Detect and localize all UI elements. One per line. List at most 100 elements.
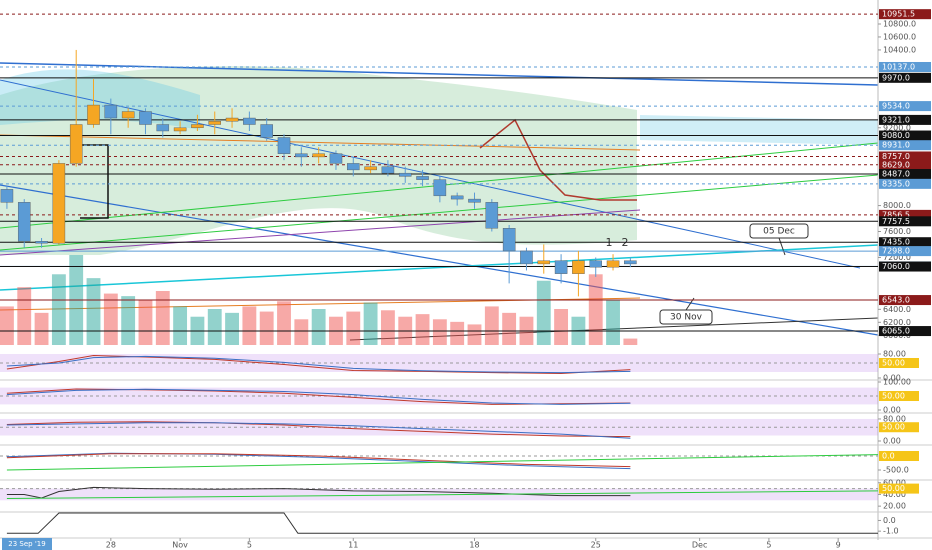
y-tick-label: 6200.0 bbox=[883, 318, 911, 327]
trendline bbox=[0, 174, 879, 251]
price-level-box bbox=[879, 101, 931, 112]
volume-bar bbox=[606, 300, 620, 345]
price-level-box bbox=[879, 61, 931, 72]
volume-bar bbox=[155, 291, 170, 345]
callout-pointer bbox=[778, 237, 786, 256]
price-level-box bbox=[879, 72, 931, 83]
volume-bar bbox=[467, 324, 482, 345]
candle-body bbox=[468, 198, 481, 203]
volume-bar bbox=[432, 319, 447, 345]
candle-body bbox=[225, 117, 239, 122]
volume-bar bbox=[484, 306, 499, 345]
candle-body bbox=[364, 166, 377, 171]
y-tick-label: 6400.0 bbox=[883, 305, 911, 314]
volume-bar bbox=[311, 309, 326, 345]
pane-level-label: 50.00 bbox=[882, 484, 905, 493]
y-tick-label: 9200.0 bbox=[883, 123, 911, 132]
price-level-label: 8335.0 bbox=[882, 179, 910, 188]
y-tick-label: -500.0 bbox=[883, 466, 909, 475]
y-tick-label: 0.00 bbox=[883, 406, 901, 415]
volume-bar bbox=[536, 280, 551, 345]
candle-body bbox=[139, 111, 152, 125]
y-tick-label: 0.00 bbox=[883, 373, 901, 382]
price-level-label: 8629.0 bbox=[882, 160, 910, 169]
y-tick-label: -1.0 bbox=[883, 527, 899, 536]
candle-body bbox=[121, 111, 135, 119]
candle-body bbox=[329, 153, 343, 164]
candle-body bbox=[17, 202, 31, 242]
candle-body bbox=[35, 241, 48, 244]
candle-body bbox=[87, 104, 100, 125]
price-level-label: 9321.0 bbox=[882, 115, 910, 124]
candle-body bbox=[485, 202, 499, 229]
volume-bar bbox=[138, 300, 153, 345]
pane-level-box bbox=[879, 357, 919, 368]
indicator-line bbox=[6, 512, 878, 534]
y-tick-label: 7200.0 bbox=[883, 253, 911, 262]
x-tick-label: 5 bbox=[247, 541, 252, 550]
volume-bar bbox=[86, 278, 101, 345]
y-tick-label: 0.00 bbox=[883, 437, 901, 446]
price-level-label: 6543.0 bbox=[882, 296, 910, 305]
volume-bar bbox=[588, 274, 603, 345]
candle-body bbox=[450, 195, 464, 200]
candle-body bbox=[347, 163, 360, 171]
volume-bar bbox=[259, 311, 274, 345]
candle-body bbox=[624, 260, 637, 265]
price-level-box bbox=[879, 295, 931, 306]
volume-bar bbox=[554, 309, 569, 345]
volume-bar bbox=[121, 296, 136, 345]
volume-bar bbox=[415, 314, 430, 345]
x-tick-label: 28 bbox=[106, 541, 116, 550]
candle-body bbox=[277, 137, 291, 154]
pane-level-label: 50.00 bbox=[882, 423, 905, 432]
pane-level-box bbox=[879, 422, 919, 433]
x-tick-label: Nov bbox=[172, 541, 188, 550]
price-level-box bbox=[879, 261, 931, 272]
volume-bar bbox=[277, 301, 291, 345]
trendline bbox=[0, 184, 879, 336]
indicator-line bbox=[6, 454, 879, 471]
indicator-line bbox=[6, 490, 879, 499]
price-level-label: 7435.0 bbox=[882, 238, 910, 247]
pane-level-label: 0.0 bbox=[882, 451, 895, 460]
x-tick-label: Dec bbox=[692, 541, 707, 550]
price-level-label: 8931.0 bbox=[882, 141, 910, 150]
price-level-label: 9970.0 bbox=[882, 73, 910, 82]
price-level-label: 6065.0 bbox=[882, 327, 910, 336]
price-level-box bbox=[879, 168, 931, 179]
x-tick-label: 11 bbox=[348, 541, 358, 550]
volume-bar bbox=[346, 311, 361, 345]
volume-bar bbox=[380, 310, 395, 345]
y-tick-label: 20.00 bbox=[883, 502, 906, 511]
y-tick-label: 80.00 bbox=[883, 349, 906, 358]
y-tick-label: 8000.0 bbox=[883, 201, 911, 210]
indicator-line bbox=[6, 453, 631, 468]
candle-body bbox=[52, 163, 66, 244]
annotation: 30 Nov bbox=[670, 313, 703, 323]
volume-bar bbox=[225, 312, 239, 345]
candle-body bbox=[156, 124, 170, 132]
volume-bar bbox=[51, 274, 66, 345]
price-level-label: 9080.0 bbox=[882, 131, 910, 140]
candle-body bbox=[69, 124, 83, 164]
price-level-box bbox=[879, 209, 931, 220]
candle-body bbox=[433, 179, 447, 197]
candle-body bbox=[381, 166, 395, 174]
price-level-box bbox=[879, 130, 931, 141]
pane-level-box bbox=[879, 450, 919, 461]
candle-body bbox=[295, 153, 308, 158]
candle-body bbox=[572, 260, 585, 274]
price-level-box bbox=[879, 326, 931, 337]
pane-level-label: 50.00 bbox=[882, 392, 905, 401]
y-tick-label: 100.00 bbox=[883, 378, 911, 387]
price-level-box bbox=[879, 114, 931, 125]
candle-body bbox=[260, 124, 273, 138]
volume-bar bbox=[294, 319, 309, 345]
cursor-box bbox=[2, 538, 52, 550]
trendline bbox=[0, 244, 879, 291]
price-level-box bbox=[879, 151, 931, 162]
volume-bar bbox=[103, 293, 118, 345]
pane-level-box bbox=[879, 391, 919, 402]
